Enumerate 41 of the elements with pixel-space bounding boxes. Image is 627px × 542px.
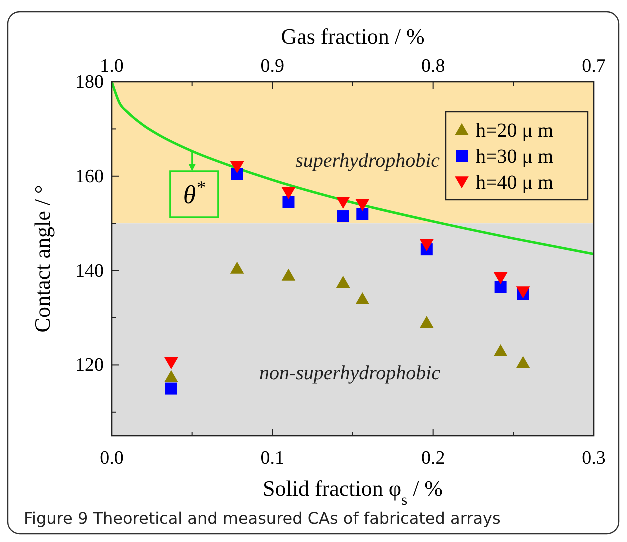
x-tick-label: 0.0 [100, 448, 124, 469]
point [164, 370, 178, 382]
annotation: θ$^{*}$ [183, 177, 206, 210]
point [164, 357, 178, 370]
point [282, 188, 296, 200]
point [356, 208, 369, 220]
legend-label: h=40 μ m [476, 172, 554, 194]
point [230, 162, 244, 174]
x-tick-label: 0.2 [421, 448, 446, 469]
legend-label: h=20 μ m [476, 120, 554, 142]
point [494, 272, 508, 284]
band-label: superhydrophobic [296, 150, 440, 172]
point [336, 196, 350, 209]
point [420, 239, 434, 252]
point [337, 210, 350, 223]
point [282, 196, 295, 208]
x2-axis-title: Gas fraction / % [281, 24, 425, 49]
x-tick-label: 0.1 [260, 448, 285, 469]
point [165, 382, 178, 395]
x2-tick-label: 0.9 [260, 56, 285, 77]
point [516, 356, 530, 368]
point [494, 281, 507, 294]
point [494, 344, 508, 356]
point [230, 262, 244, 274]
x2-tick-label: 0.7 [582, 56, 606, 77]
caption: Figure 9 Theoretical and measured CAs of fabricated arrays [24, 509, 501, 528]
y-tick-label: 140 [76, 260, 104, 282]
point [356, 292, 370, 305]
point [356, 199, 370, 212]
point [282, 268, 296, 281]
point [420, 316, 434, 328]
y-tick-label: 120 [76, 355, 104, 376]
y-axis-title: Contact angle / ° [30, 185, 55, 333]
legend-label: h=30 μ m [476, 146, 554, 168]
point [336, 276, 350, 288]
x2-tick-label: 0.8 [421, 56, 446, 77]
line-series [112, 82, 594, 256]
x-tick-label: 0.3 [582, 448, 606, 469]
band-label: non-superhydrophobic [259, 362, 441, 384]
x-axis-title: Solid fraction φ$_{s}$ / % [262, 476, 444, 508]
y-tick-label: 160 [76, 166, 104, 188]
